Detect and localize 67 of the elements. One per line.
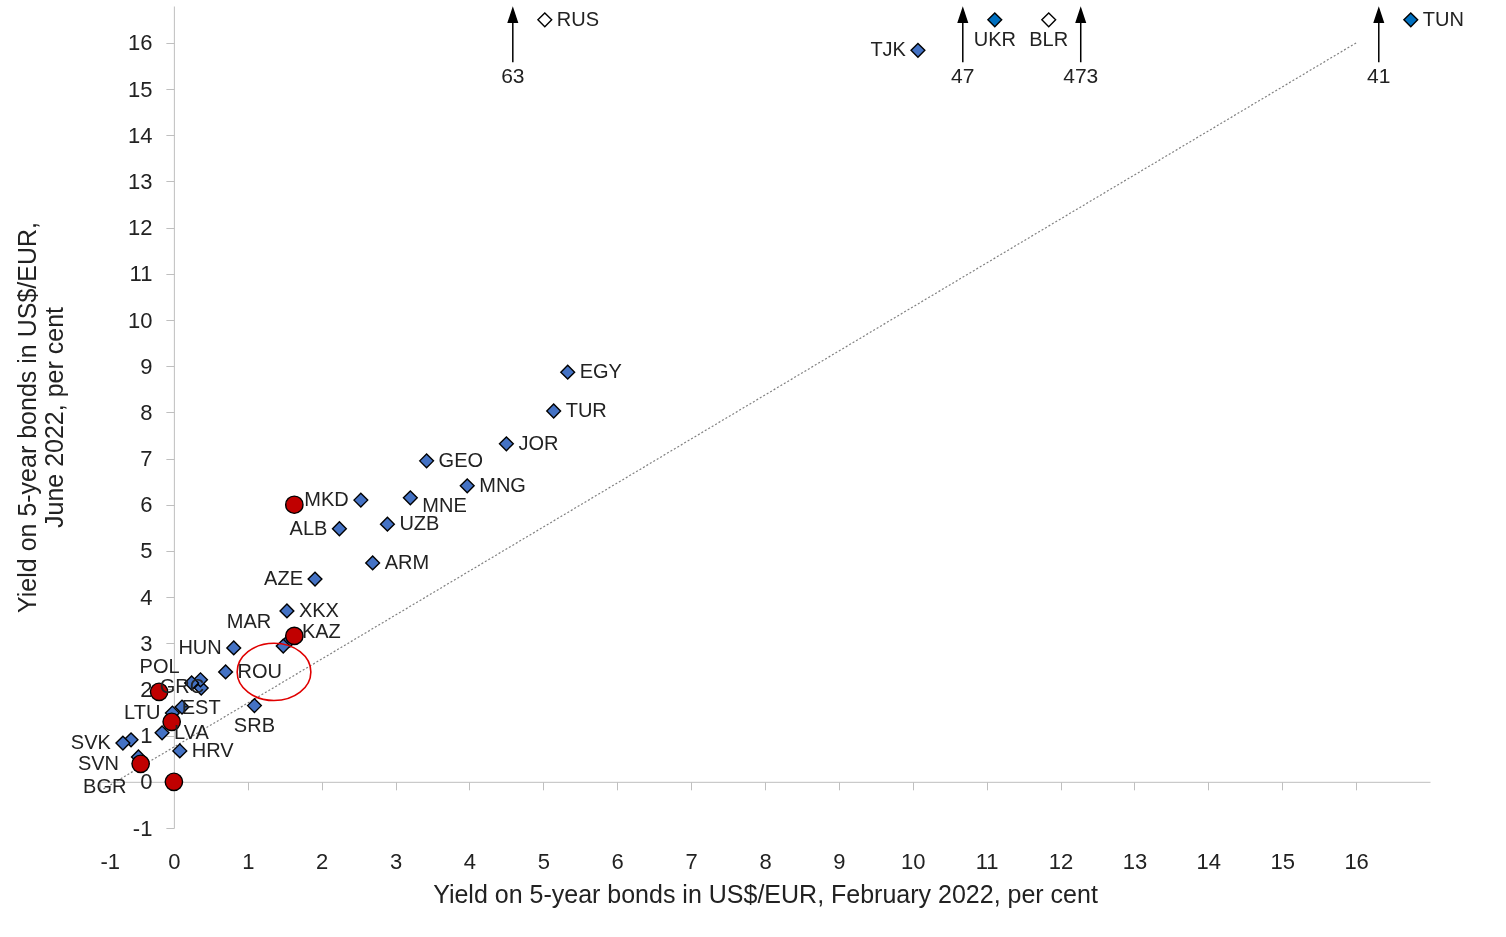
data-label: AZE [264, 567, 304, 590]
y-tick-label: 14 [127, 122, 153, 148]
data-label: MKD [304, 488, 349, 511]
annotation: 63 [501, 63, 525, 87]
data-label: ARM [384, 550, 430, 573]
y-tick-label: 6 [140, 492, 153, 518]
x-tick-label: 8 [759, 849, 772, 875]
data-label: EGY [579, 360, 622, 383]
x-tick-label: 10 [901, 849, 926, 875]
x-tick-label: 0 [168, 849, 181, 875]
x-tick-label: 15 [1270, 849, 1295, 875]
y-tick-label: 1 [140, 723, 153, 749]
data-label: SVN [77, 751, 120, 774]
x-tick-label: 4 [463, 849, 477, 875]
annotation: 41 [1367, 63, 1391, 87]
data-label: HUN [178, 635, 222, 658]
data-label: LTU [124, 701, 161, 724]
data-label: MAR [226, 610, 272, 633]
data-label: BGR [83, 774, 127, 797]
x-tick-label: 1 [242, 849, 255, 875]
data-label: ALB [289, 516, 328, 539]
y-tick-label: 13 [127, 168, 153, 194]
x-tick-label: 12 [1048, 849, 1074, 875]
y-tick-label: 0 [140, 769, 153, 795]
annotation: 473 [1063, 63, 1099, 87]
x-tick-label: 9 [833, 849, 846, 875]
y-tick-label: 16 [127, 30, 153, 56]
x-tick-label: 2 [316, 849, 329, 875]
data-label: JOR [518, 431, 559, 454]
y-tick-label: 15 [127, 76, 153, 102]
data-label: TUR [565, 399, 607, 421]
data-label: ROU [237, 659, 283, 682]
y-tick-label: 10 [127, 307, 153, 333]
data-label: SRB [233, 713, 275, 736]
x-tick-label: 11 [975, 849, 999, 875]
data-label: BLR [1029, 27, 1069, 50]
y-tick-label: 11 [129, 261, 153, 287]
x-tick-label: -1 [100, 849, 121, 875]
data-label: UKR [973, 27, 1016, 50]
data-label: TUN [1422, 7, 1464, 30]
x-tick-label: 13 [1122, 849, 1148, 875]
y-tick-label: 12 [127, 215, 153, 241]
data-label: KAZ [301, 620, 341, 643]
x-tick-label: 7 [685, 849, 698, 875]
x-tick-label: 6 [611, 849, 624, 875]
y-tick-label: 3 [140, 630, 153, 656]
y-tick-label: 8 [140, 399, 153, 425]
data-label: SVK [70, 731, 112, 754]
x-tick-label: 14 [1196, 849, 1222, 875]
data-label: POL [139, 655, 180, 677]
data-label: MNG [479, 473, 526, 496]
data-label: RUS [556, 7, 600, 30]
y-axis-title: Yield on 5-year bonds in US$/EUR, June 2022, per cent [12, 222, 68, 613]
y-tick-label: 2 [140, 676, 153, 702]
data-label: TJK [870, 38, 907, 61]
annotation: 47 [951, 63, 975, 87]
y-tick-label: 4 [140, 584, 153, 610]
y-tick-label: -1 [132, 815, 153, 841]
y-tick-label: 9 [140, 353, 153, 379]
y-tick-label: 5 [140, 538, 153, 564]
x-tick-label: 5 [537, 849, 550, 875]
x-tick-label: 3 [389, 849, 403, 875]
data-label: XKX [298, 598, 339, 621]
x-axis-title: Yield on 5-year bonds in US$/EUR, February 2022, per cent [433, 880, 1098, 909]
data-label: GEO [438, 448, 484, 471]
y-tick-label: 7 [140, 446, 153, 472]
x-tick-label: 16 [1344, 849, 1369, 875]
